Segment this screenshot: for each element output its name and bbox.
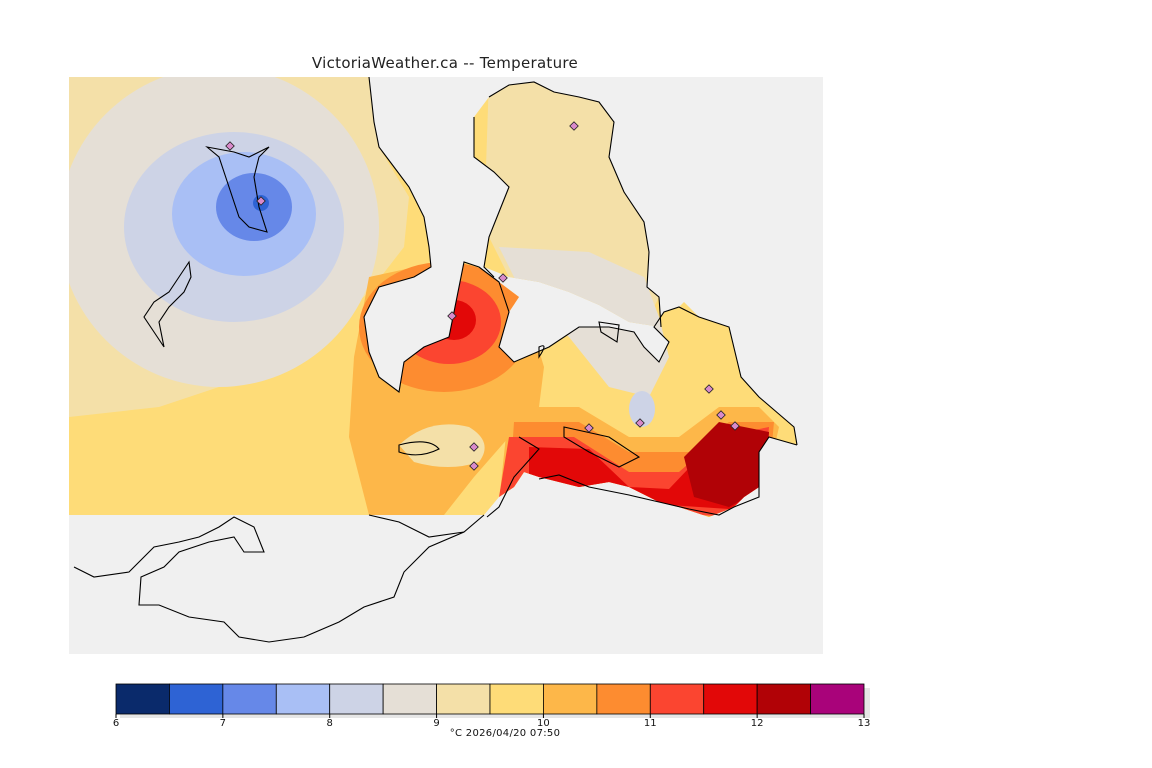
- legend-bin-11: [703, 683, 758, 715]
- legend-bin-1: [169, 683, 224, 715]
- station-markers: [225, 121, 740, 471]
- temperature-map: [69, 77, 823, 654]
- legend-bin-12: [756, 683, 811, 715]
- legend-bin-3: [275, 683, 331, 715]
- legend-bin-4: [329, 683, 384, 715]
- coastline: [73, 77, 798, 643]
- legend-tick-label: 13: [858, 718, 871, 726]
- legend-bin-7: [489, 683, 544, 715]
- legend-bin-6: [436, 683, 491, 715]
- legend-tick-label: 10: [537, 718, 550, 726]
- legend-tick-label: 9: [433, 718, 439, 726]
- legend-tick-label: 11: [644, 718, 657, 726]
- legend-bin-5: [382, 683, 437, 715]
- units-and-timestamp: °C 2026/04/20 07:50: [449, 728, 561, 739]
- map-title: VictoriaWeather.ca -- Temperature: [311, 54, 579, 72]
- legend-bin-10: [649, 683, 705, 715]
- color-legend: 6 7 8 9 10 11 12 13: [113, 683, 871, 726]
- legend-tick-label: 8: [327, 718, 333, 726]
- legend-tick-label: 7: [220, 718, 226, 726]
- legend-bin-0: [115, 683, 170, 715]
- legend-bin-9: [596, 683, 651, 715]
- legend-bin-13: [810, 683, 865, 715]
- legend-bin-2: [222, 683, 277, 715]
- legend-bin-8: [543, 683, 598, 715]
- legend-tick-label: 12: [751, 718, 764, 726]
- legend-tick-label: 6: [113, 718, 119, 726]
